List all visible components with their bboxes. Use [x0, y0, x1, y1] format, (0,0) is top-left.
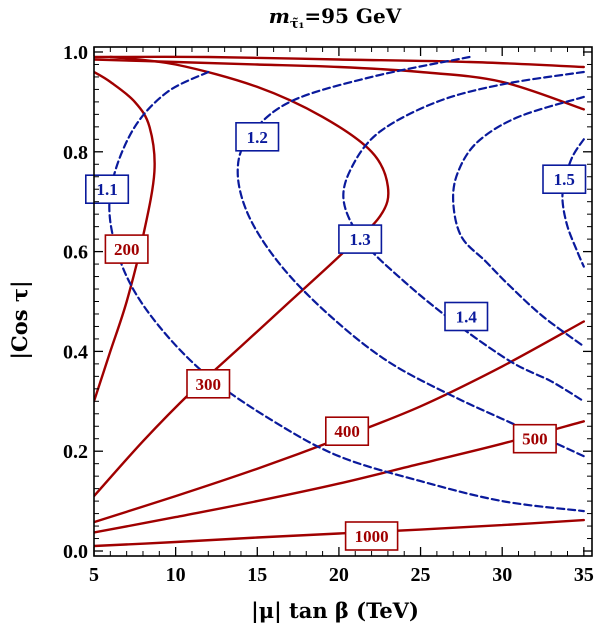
- dashed-contour-1.4: [451, 95, 585, 348]
- x-tick-label: 30: [492, 564, 512, 586]
- y-axis-label: |Cos τ|: [7, 280, 32, 359]
- solid-contour-edge-6: [94, 55, 585, 69]
- contour-label-text: 1.2: [247, 128, 268, 147]
- x-axis-label: |μ| tan β (TeV): [251, 598, 419, 623]
- solid-contour-200: [94, 70, 156, 403]
- contour-label-box: [444, 301, 489, 332]
- contour-label-1.1: 1.1: [85, 174, 130, 204]
- contour-label-300: 300: [186, 368, 231, 399]
- solid-contour-1000: [94, 518, 585, 548]
- y-tick-label: 0.0: [63, 541, 88, 563]
- x-tick-label: 10: [166, 564, 186, 586]
- y-tick-label: 0.8: [63, 142, 88, 164]
- contour-lines: [94, 55, 585, 548]
- contour-label-400: 400: [324, 416, 370, 447]
- plot-frame: [93, 46, 593, 557]
- contour-label-text: 1.3: [349, 230, 370, 249]
- title-value: =95 GeV: [304, 4, 401, 28]
- title-symbol: m: [269, 4, 290, 28]
- contour-labels: 200 300 400 500 1000 1.1 1.2 1.3 1.4 1.5: [85, 122, 587, 551]
- contour-label-text: 1.4: [456, 308, 478, 327]
- y-tick-label: 0.6: [63, 242, 88, 264]
- contour-label-1000: 1000: [344, 521, 399, 551]
- contour-label-text: 1.5: [554, 170, 575, 189]
- axis-ticks: 5 10 15 20 25 30 35 0.0 0.2 0.4 0.6 0.8 1.0: [63, 42, 594, 586]
- contour-label-box: [186, 368, 231, 399]
- contour-label-box: [542, 164, 587, 194]
- contour-label-box: [85, 174, 130, 204]
- contour-label-1.4: 1.4: [444, 301, 489, 332]
- x-tick-label: 5: [89, 564, 99, 586]
- solid-contour-500: [94, 420, 585, 534]
- contour-label-box: [512, 423, 557, 454]
- chart-title: mτ̃₁=95 GeV: [269, 4, 402, 32]
- contour-label-box: [235, 122, 280, 152]
- contour-label-text: 200: [114, 240, 140, 259]
- y-tick-label: 1.0: [63, 42, 88, 64]
- contour-label-text: 1.1: [96, 180, 117, 199]
- x-tick-label: 35: [574, 564, 594, 586]
- y-tick-label: 0.4: [63, 341, 88, 363]
- contour-label-box: [344, 521, 399, 551]
- dashed-contour-1.3: [342, 70, 585, 403]
- title-subscript: τ̃₁: [290, 17, 304, 32]
- contour-label-box: [104, 234, 149, 264]
- contour-label-1.3: 1.3: [338, 224, 383, 254]
- dashed-contour-1.5: [561, 138, 585, 268]
- contour-label-200: 200: [104, 234, 149, 264]
- contour-label-text: 500: [522, 430, 548, 449]
- contour-label-box: [338, 224, 383, 254]
- x-tick-label: 25: [411, 564, 431, 586]
- solid-contour-edge-5: [94, 58, 585, 111]
- contour-label-text: 400: [334, 422, 360, 441]
- x-tick-label: 20: [329, 564, 349, 586]
- contour-label-text: 1000: [355, 527, 389, 546]
- dashed-contour-1.2: [236, 55, 585, 458]
- y-tick-label: 0.2: [63, 441, 88, 463]
- contour-label-box: [324, 416, 370, 447]
- x-tick-label: 15: [247, 564, 267, 586]
- dashed-contour-1.1: [108, 70, 585, 513]
- contour-label-1.5: 1.5: [542, 164, 587, 194]
- contour-label-text: 300: [196, 375, 222, 394]
- contour-label-500: 500: [512, 423, 557, 454]
- contour-label-1.2: 1.2: [235, 122, 280, 152]
